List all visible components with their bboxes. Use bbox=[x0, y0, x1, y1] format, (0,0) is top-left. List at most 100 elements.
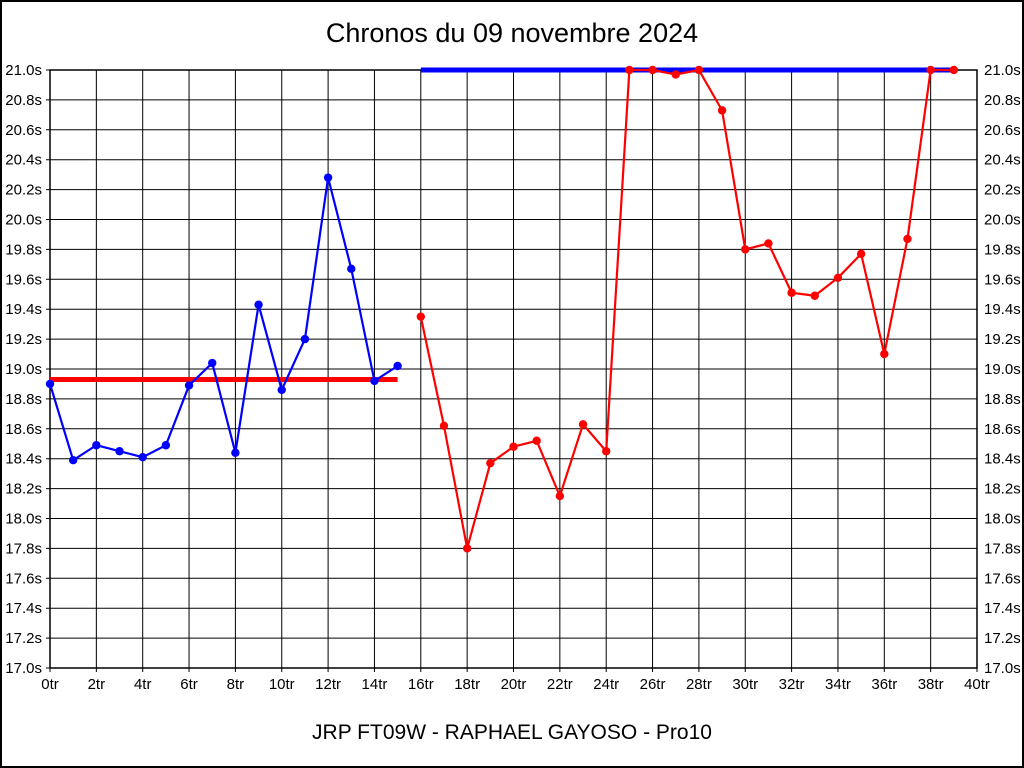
manche-1-bleue-point bbox=[184, 381, 194, 390]
x-tick-label: 22tr bbox=[547, 676, 573, 693]
y-tick-label-left: 18.8s bbox=[5, 391, 42, 408]
manche-2-rouge-point bbox=[462, 544, 472, 553]
y-tick-label-left: 17.2s bbox=[5, 630, 42, 647]
manche-2-rouge-point bbox=[810, 291, 819, 300]
y-tick-label-left: 21.0s bbox=[5, 62, 42, 79]
y-tick-label-left: 19.6s bbox=[5, 271, 42, 288]
manche-2-rouge-point bbox=[486, 458, 495, 468]
manche-1-bleue-point bbox=[347, 264, 356, 274]
y-tick-label-right: 19.6s bbox=[984, 271, 1021, 288]
y-tick-label-left: 17.0s bbox=[5, 660, 42, 677]
x-tick-label: 36tr bbox=[871, 676, 897, 693]
y-tick-label-right: 20.0s bbox=[984, 212, 1021, 229]
manche-2-rouge-point bbox=[787, 288, 796, 297]
manche-1-bleue-point bbox=[370, 376, 379, 386]
y-tick-label-right: 20.8s bbox=[984, 92, 1021, 109]
x-tick-label: 14tr bbox=[362, 676, 388, 693]
manche-1-bleue-point bbox=[115, 447, 124, 456]
manche-1-bleue-point bbox=[231, 448, 240, 457]
y-tick-label-right: 17.4s bbox=[984, 600, 1021, 617]
manche-1-bleue-point bbox=[92, 441, 101, 450]
y-tick-label-left: 18.6s bbox=[5, 421, 42, 438]
manche-2-rouge-point bbox=[532, 436, 541, 445]
y-tick-label-left: 18.2s bbox=[5, 481, 42, 498]
manche-1-bleue-point bbox=[323, 173, 333, 182]
manche-2-rouge-point bbox=[602, 447, 611, 456]
y-tick-label-left: 17.6s bbox=[5, 570, 42, 587]
y-tick-label-left: 20.0s bbox=[5, 212, 42, 229]
y-tick-label-right: 19.2s bbox=[984, 331, 1021, 348]
y-tick-label-left: 17.4s bbox=[5, 600, 42, 617]
y-tick-label-left: 20.6s bbox=[5, 122, 42, 139]
manche-2-rouge-point bbox=[578, 420, 588, 429]
manche-1-bleue-point bbox=[300, 334, 310, 344]
manche-2-rouge-point bbox=[856, 249, 866, 259]
x-tick-label: 10tr bbox=[269, 676, 295, 693]
x-tick-label: 4tr bbox=[134, 676, 152, 693]
manche-2-rouge-point bbox=[625, 65, 634, 75]
chart-footer: JRP FT09W - RAPHAEL GAYOSO - Pro10 bbox=[312, 721, 712, 744]
y-tick-label-right: 18.6s bbox=[984, 421, 1021, 438]
chart-title: Chronos du 09 novembre 2024 bbox=[325, 18, 699, 48]
x-tick-label: 2tr bbox=[88, 676, 106, 693]
manche-2-rouge-point bbox=[903, 234, 912, 244]
x-tick-label: 24tr bbox=[593, 676, 619, 693]
manche-1-bleue-point bbox=[138, 453, 147, 462]
manche-2-rouge-point bbox=[555, 491, 565, 501]
y-tick-label-left: 19.2s bbox=[5, 331, 42, 348]
y-tick-label-right: 18.0s bbox=[984, 511, 1021, 528]
manche-2-rouge-point bbox=[833, 273, 843, 283]
y-tick-label-right: 21.0s bbox=[984, 62, 1021, 79]
y-tick-label-left: 20.4s bbox=[5, 152, 42, 169]
y-tick-label-right: 18.8s bbox=[984, 391, 1021, 408]
x-tick-label: 20tr bbox=[501, 676, 527, 693]
y-tick-label-right: 20.4s bbox=[984, 152, 1021, 169]
y-tick-label-right: 20.2s bbox=[984, 182, 1021, 199]
y-tick-label-right: 18.2s bbox=[984, 481, 1021, 498]
manche-2-rouge-point bbox=[717, 106, 727, 115]
x-tick-label: 34tr bbox=[825, 676, 851, 693]
y-tick-label-left: 17.8s bbox=[5, 540, 42, 557]
x-tick-label: 40tr bbox=[964, 676, 990, 693]
y-tick-label-left: 18.4s bbox=[5, 451, 42, 468]
y-tick-label-right: 17.2s bbox=[984, 630, 1021, 647]
y-tick-label-right: 19.4s bbox=[984, 301, 1021, 318]
y-tick-label-left: 19.0s bbox=[5, 361, 42, 378]
manche-2-rouge-point bbox=[880, 349, 889, 359]
manche-2-rouge-point bbox=[926, 65, 935, 75]
x-tick-label: 0tr bbox=[41, 676, 59, 693]
manche-2-rouge-point bbox=[694, 65, 704, 75]
manche-2-rouge-line bbox=[419, 68, 954, 550]
manche-2-rouge-point bbox=[439, 421, 449, 431]
manche-2-rouge-point bbox=[671, 70, 680, 79]
y-tick-label-right: 20.6s bbox=[984, 122, 1021, 139]
y-tick-label-left: 19.8s bbox=[5, 241, 42, 258]
y-tick-label-right: 17.6s bbox=[984, 570, 1021, 587]
x-tick-label: 16tr bbox=[408, 676, 434, 693]
manche-1-bleue-point bbox=[68, 455, 78, 465]
manche-2-rouge-point bbox=[764, 239, 773, 248]
manche-2-rouge-point bbox=[416, 312, 425, 321]
manche-1-bleue-point bbox=[161, 441, 171, 450]
y-tick-label-right: 17.0s bbox=[984, 660, 1021, 677]
x-tick-label: 12tr bbox=[315, 676, 341, 693]
y-tick-label-left: 20.8s bbox=[5, 92, 42, 109]
x-tick-label: 32tr bbox=[779, 676, 805, 693]
manche-1-bleue-point bbox=[254, 300, 263, 309]
manche-2-rouge-point bbox=[949, 65, 959, 75]
y-tick-label-right: 17.8s bbox=[984, 540, 1021, 557]
y-tick-label-right: 19.0s bbox=[984, 361, 1021, 378]
x-tick-label: 28tr bbox=[686, 676, 712, 693]
x-tick-label: 26tr bbox=[640, 676, 666, 693]
manche-2-rouge-point bbox=[509, 442, 518, 451]
manche-2-rouge-point bbox=[648, 65, 657, 75]
x-tick-label: 18tr bbox=[454, 676, 480, 693]
x-tick-label: 30tr bbox=[732, 676, 758, 693]
y-tick-label-left: 18.0s bbox=[5, 511, 42, 528]
y-tick-label-left: 20.2s bbox=[5, 182, 42, 199]
manche-1-bleue-point bbox=[208, 358, 217, 368]
x-tick-label: 6tr bbox=[180, 676, 198, 693]
manche-2-rouge-point bbox=[741, 245, 750, 254]
